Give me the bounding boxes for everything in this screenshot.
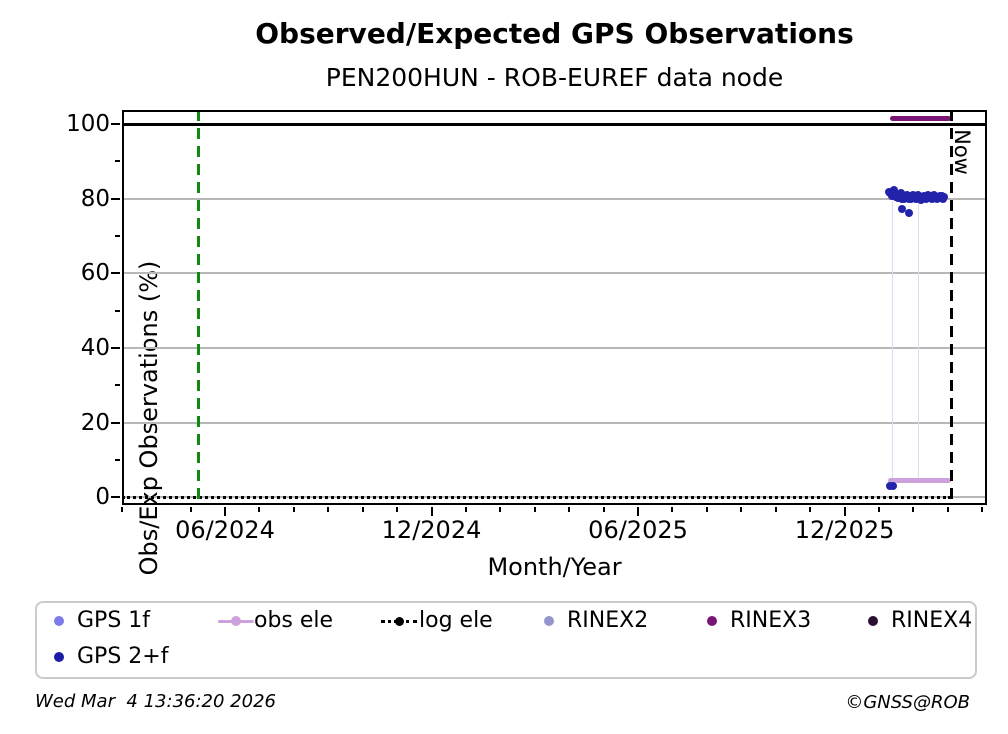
legend-label: RINEX2 [567,608,649,633]
y-major-tick [111,272,120,275]
faint-trace-line [891,200,893,481]
copyright: ©GNSS@ROB [845,692,970,713]
now-dashed-line [949,110,953,505]
now-line-label: Now [950,129,974,175]
data-point-gps-2-f [897,204,906,213]
y-minor-tick [115,160,120,163]
x-tick-label: 06/2024 [175,516,275,544]
plot-area: Obs/Exp Observations (%) 0 20 40 60 80 100 06/… [66,110,987,575]
x-minor-tick [568,507,571,512]
x-minor-tick [258,507,261,512]
x-minor-tick [740,507,743,512]
x-minor-tick [533,507,536,512]
chart-subtitle: PEN200HUN - ROB-EUREF data node [325,63,784,92]
timestamp: Wed Mar 4 13:36:20 2026 [35,691,276,712]
legend-label: GPS 1f [77,608,151,633]
y-major-tick [111,197,120,200]
x-major-tick [843,507,846,516]
x-minor-tick [705,507,708,512]
y-major-tick [111,496,120,499]
y-major-tick [111,123,120,125]
x-tick-label: 12/2025 [794,516,895,544]
hundred-percent-line [122,122,987,126]
x-minor-tick [189,507,192,512]
x-minor-tick [946,507,949,512]
x-minor-tick [809,507,812,512]
x-minor-tick [671,507,674,512]
x-tick-label: 06/2025 [588,516,688,544]
obs-ele-legend-marker-icon [231,616,241,626]
x-major-tick [430,507,433,516]
chart-title: Observed/Expected GPS Observations [255,17,854,50]
legend-label: log ele [419,608,493,633]
y-minor-tick [115,234,120,237]
gridline-20 [122,421,987,424]
x-minor-tick [155,507,158,512]
x-major-tick [224,507,226,516]
legend-label: RINEX3 [730,608,812,633]
rinex4-legend-marker-icon [868,616,878,626]
y-tick-label: 40 [80,334,110,361]
rinex3-legend-marker-icon [707,616,717,626]
series-obs-ele-line [888,478,952,483]
x-minor-tick [327,507,330,512]
x-minor-tick [877,507,880,512]
rinex2-legend-marker-icon [544,616,554,626]
data-point-gps-2-f [904,208,913,217]
y-minor-tick [115,384,120,387]
legend-label: obs ele [254,608,334,633]
gps-1f-legend-marker-icon [54,616,64,626]
gps-2-f-legend-marker-icon [54,652,64,662]
x-minor-tick [361,507,364,512]
x-minor-tick [499,507,502,512]
y-tick-label: 80 [80,185,110,212]
station-start-dashed-line [196,110,201,505]
x-axis-label: Month/Year [487,553,622,581]
x-minor-tick [774,507,777,512]
plot-frame [122,110,987,505]
x-tick-label: 12/2024 [381,516,482,544]
y-major-tick [111,421,120,424]
x-minor-tick [602,507,605,512]
series-rinex3-line [890,116,952,122]
x-minor-tick [120,507,123,512]
x-minor-tick [981,507,984,512]
y-tick-label: 20 [80,409,110,436]
x-minor-tick [912,507,915,512]
x-major-tick [637,507,640,516]
legend: GPS 1f obs ele log ele RINEX2 RINEX3 RINEX4 GP… [35,601,977,679]
y-tick-label: 60 [80,260,110,287]
legend-label: RINEX4 [891,608,973,633]
series-log-ele-line [122,495,952,499]
y-minor-tick [115,458,120,461]
data-point-gps-2-f [889,186,898,195]
legend-label: GPS 2+f [77,644,169,669]
y-minor-tick [115,309,120,312]
data-point-gps-2-f [888,482,897,491]
data-point-gps-2-f [940,193,949,202]
y-tick-label: 0 [95,484,110,511]
x-minor-tick [464,507,467,512]
y-tick-label: 100 [66,111,110,137]
gridline-80 [122,197,987,200]
x-minor-tick [292,507,295,512]
log-ele-legend-marker-icon [394,616,404,626]
gridline-60 [122,272,987,275]
gridline-40 [122,346,987,349]
faint-trace-line [917,200,919,481]
y-major-tick [111,346,120,349]
x-minor-tick [396,507,399,512]
